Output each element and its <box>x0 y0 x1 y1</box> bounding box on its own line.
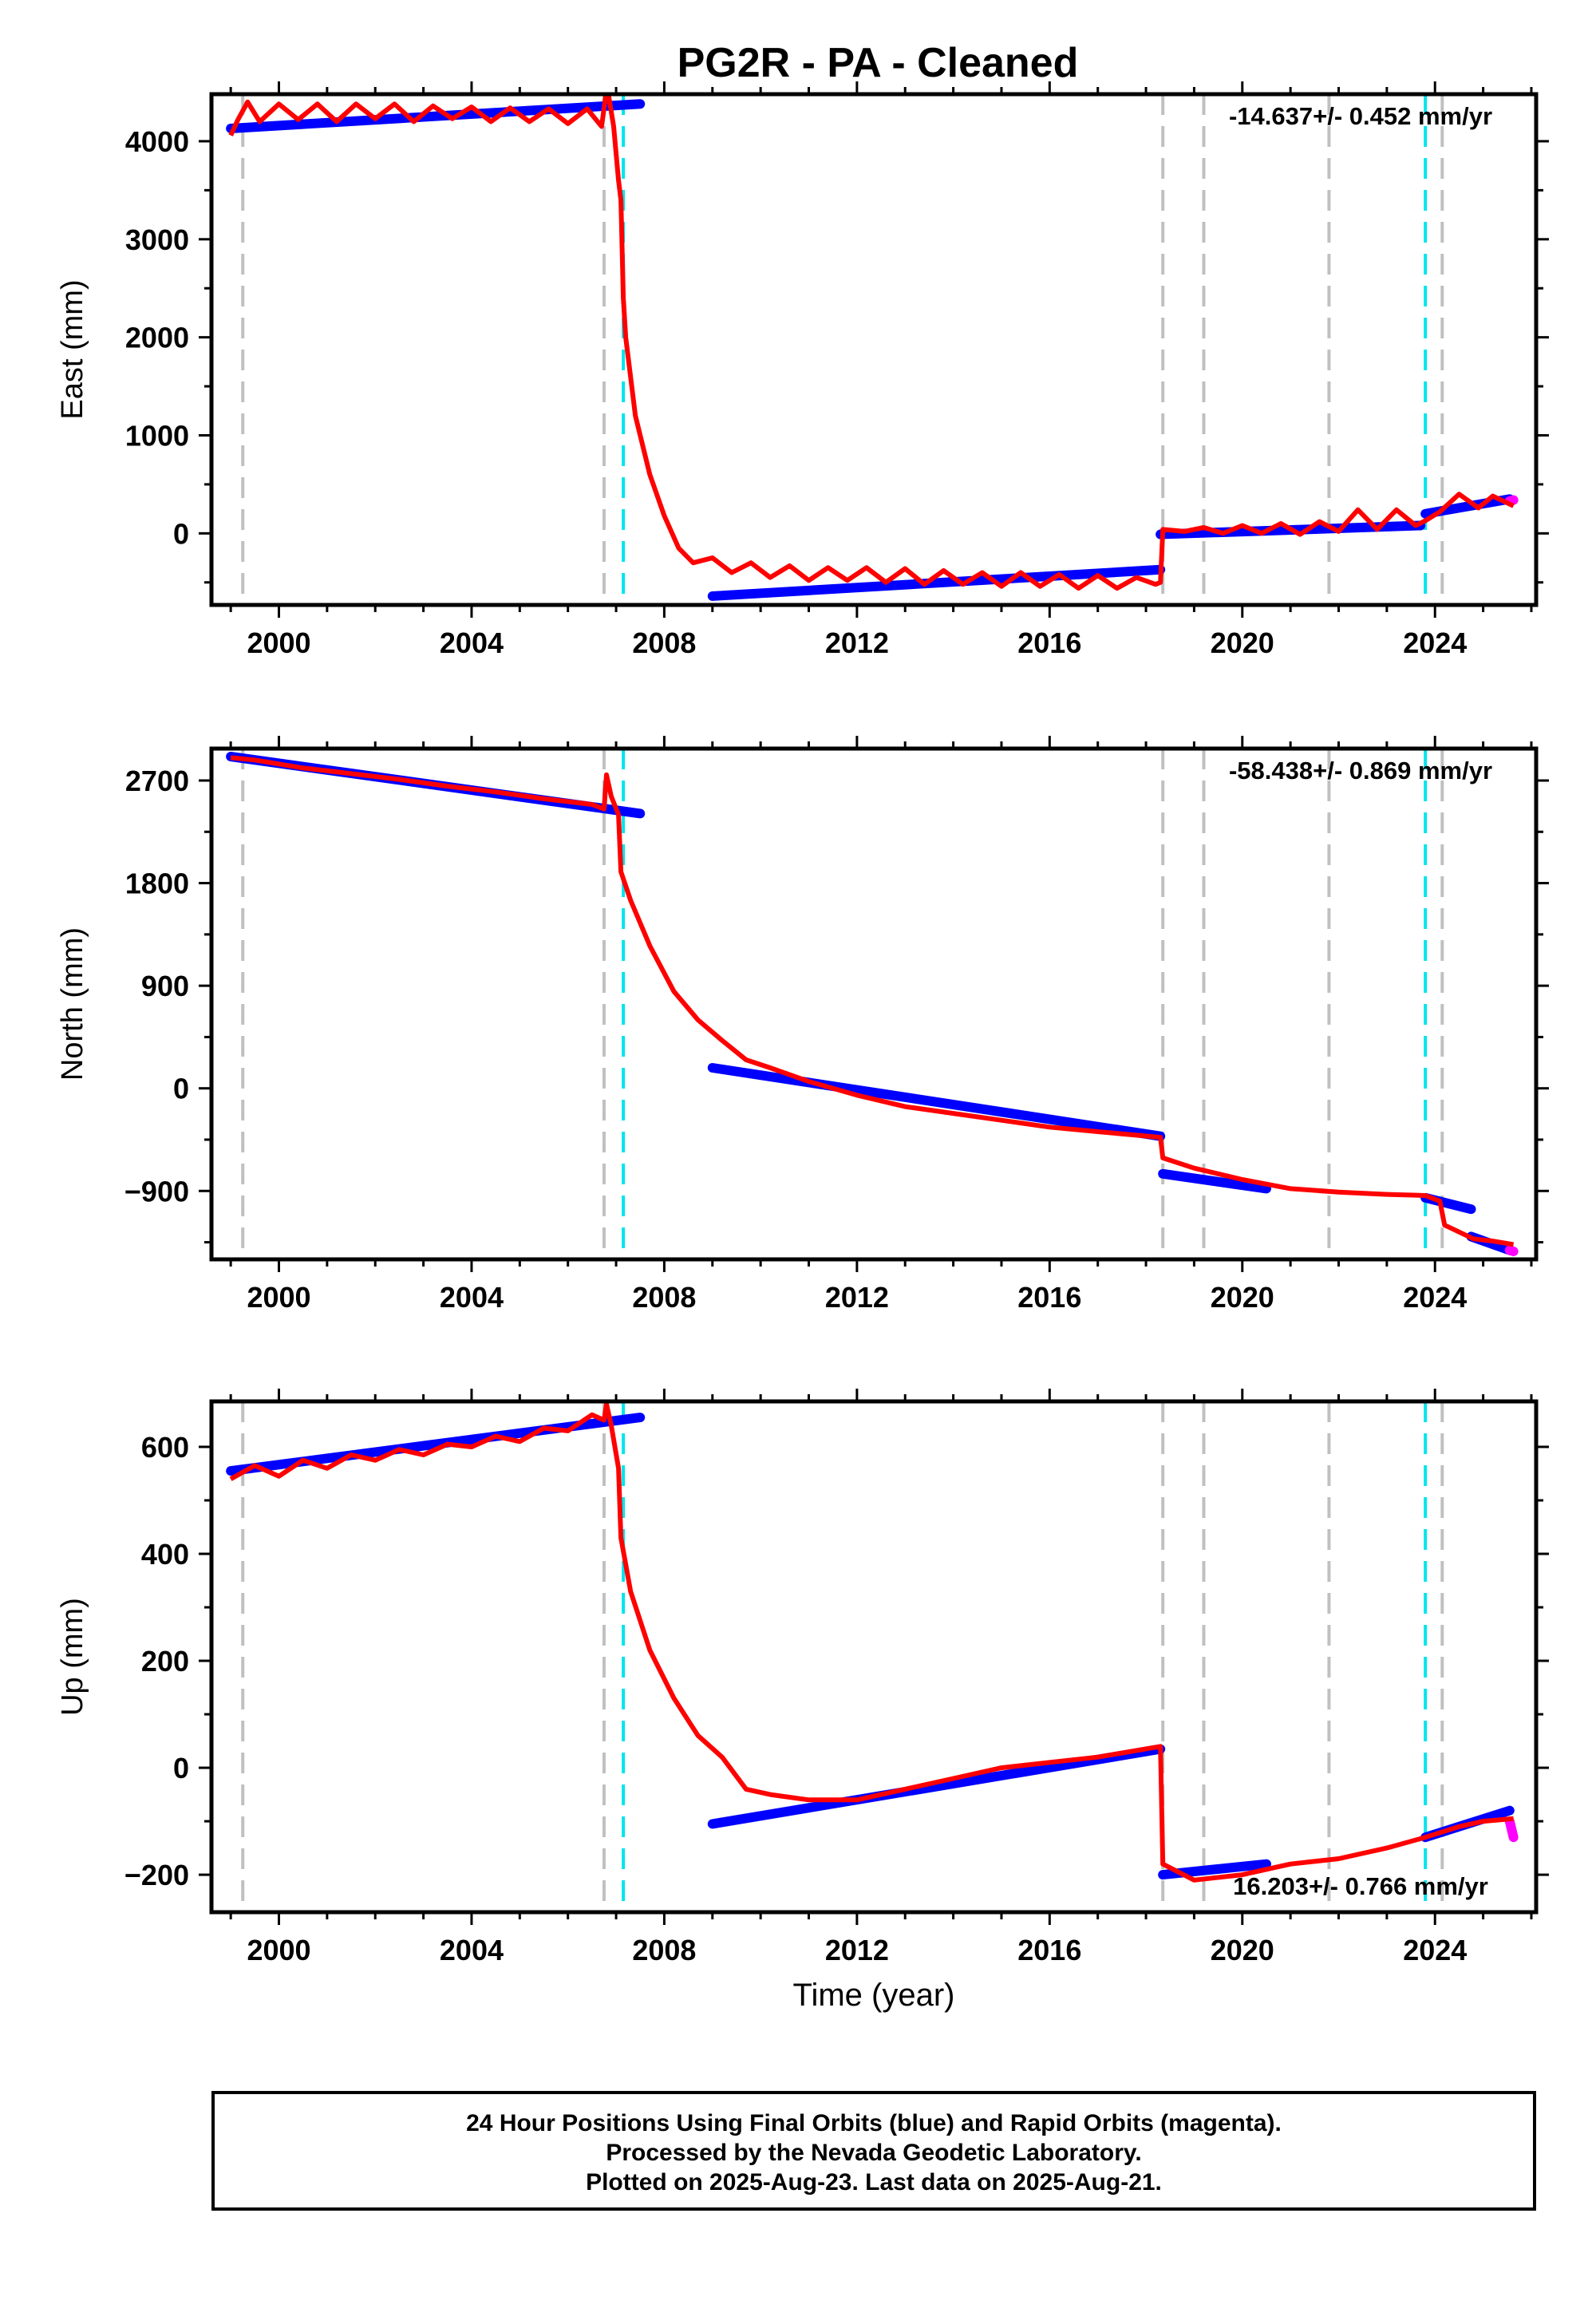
x-tick-label: 2012 <box>825 1281 889 1314</box>
footer-box: 24 Hour Positions Using Final Orbits (bl… <box>211 2091 1536 2211</box>
y-tick-label: −200 <box>124 1859 189 1891</box>
y-tick-label: 4000 <box>125 125 189 158</box>
y-tick-label: 600 <box>141 1431 189 1464</box>
x-tick-label: 2016 <box>1017 1934 1081 1966</box>
x-tick-label: 2008 <box>632 626 696 659</box>
footer-line-1: 24 Hour Positions Using Final Orbits (bl… <box>466 2110 1282 2136</box>
y-tick-label: 3000 <box>125 223 189 256</box>
y-tick-label: 2000 <box>125 322 189 354</box>
plot-frame <box>209 92 1539 607</box>
rate-label: -14.637+/- 0.452 mm/yr <box>1229 102 1492 130</box>
y-tick-label: 2700 <box>125 765 189 797</box>
y-tick-label: 0 <box>173 1073 189 1105</box>
footer-line-2: Processed by the Nevada Geodetic Laborat… <box>606 2140 1142 2166</box>
x-tick-label: 2004 <box>440 1934 504 1966</box>
y-axis-label: East (mm) <box>56 279 89 419</box>
x-tick-label: 2000 <box>247 626 310 659</box>
x-tick-label: 2004 <box>440 1281 504 1314</box>
x-tick-label: 2004 <box>440 626 504 659</box>
y-tick-label: 1000 <box>125 419 189 452</box>
x-tick-label: 2020 <box>1211 626 1274 659</box>
x-axis-label: Time (year) <box>793 1978 955 2013</box>
y-tick-label: 200 <box>141 1645 189 1678</box>
y-tick-label: 900 <box>141 970 189 1002</box>
data-points-final-orbits <box>1158 1168 1271 1194</box>
data-points-rapid-orbits <box>1504 495 1519 506</box>
model-line <box>230 755 1515 1247</box>
y-tick-label: 1800 <box>125 868 189 900</box>
footer-line-3: Plotted on 2025-Aug-23. Last data on 202… <box>586 2169 1162 2195</box>
data-points-final-orbits <box>707 1063 1166 1141</box>
x-tick-label: 2000 <box>247 1281 310 1314</box>
plot-frame <box>209 1399 1539 1915</box>
model-line <box>228 94 1515 591</box>
x-tick-label: 2020 <box>1211 1281 1274 1314</box>
y-axis-label: North (mm) <box>56 927 89 1081</box>
x-tick-label: 2008 <box>632 1934 696 1966</box>
y-tick-label: 0 <box>173 1752 189 1784</box>
y-tick-label: 400 <box>141 1538 189 1571</box>
x-tick-label: 2024 <box>1403 1934 1467 1966</box>
rate-label: -58.438+/- 0.869 mm/yr <box>1229 757 1492 785</box>
x-tick-label: 2000 <box>247 1934 310 1966</box>
chart-title: PG2R - PA - Cleaned <box>678 40 1079 86</box>
plot-frame <box>209 746 1539 1262</box>
x-tick-label: 2016 <box>1017 626 1081 659</box>
y-tick-label: −900 <box>124 1175 189 1207</box>
x-tick-label: 2012 <box>825 626 889 659</box>
model-line <box>229 1401 1514 1883</box>
data-points-final-orbits <box>707 1744 1166 1829</box>
data-points-final-orbits <box>226 99 646 133</box>
x-tick-label: 2024 <box>1403 626 1467 659</box>
x-tick-label: 2016 <box>1017 1281 1081 1314</box>
data-points-rapid-orbits <box>1504 1816 1519 1843</box>
x-tick-label: 2012 <box>825 1934 889 1966</box>
x-tick-label: 2024 <box>1403 1281 1467 1314</box>
data-points-final-orbits <box>707 564 1166 601</box>
y-tick-label: 0 <box>173 517 189 550</box>
x-tick-label: 2008 <box>632 1281 696 1314</box>
y-axis-label: Up (mm) <box>56 1598 89 1716</box>
x-tick-label: 2020 <box>1211 1934 1274 1966</box>
rate-label: 16.203+/- 0.766 mm/yr <box>1233 1872 1488 1900</box>
